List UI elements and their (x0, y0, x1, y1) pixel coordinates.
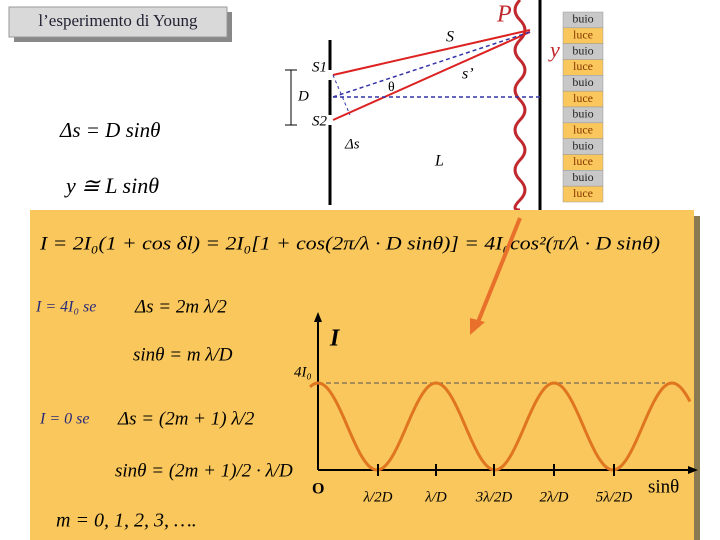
min-delta: Δs = (2m + 1) λ/2 (117, 408, 255, 429)
panel (30, 210, 694, 540)
label-s1: S1 (312, 59, 327, 75)
y-arrow (314, 312, 322, 322)
formula-path-difference: Δs = D sinθ (59, 118, 160, 142)
d-bracket (285, 69, 297, 126)
x-arrow (688, 466, 698, 474)
graph-origin: O (312, 481, 324, 498)
graph-max-label: 4I₀ (294, 364, 312, 380)
list-item: buio (572, 75, 593, 89)
formula-intensity: I = 2I₀(1 + cos δl) = 2I₀[1 + cos(2π/λ ·… (39, 233, 660, 254)
list-item: luce (573, 154, 593, 168)
ray-s (332, 29, 531, 76)
x-label: 3λ/2D (475, 489, 513, 505)
label-s-prime: s’ (462, 66, 474, 83)
arrowhead (470, 318, 485, 335)
arrow (476, 217, 522, 323)
list-item: luce (573, 123, 593, 137)
title: l’esperimento di Young (38, 11, 198, 30)
list-item: luce (573, 59, 593, 73)
graph-x-label: sinθ (648, 476, 679, 497)
path-diff-line (332, 74, 351, 116)
list-item: luce (573, 91, 593, 105)
label-y: y (548, 37, 560, 62)
x-label: 5λ/2D (596, 489, 633, 505)
list-item: buio (572, 138, 593, 152)
label-theta: θ (388, 80, 395, 95)
formula-position: y ≅ L sinθ (64, 173, 159, 198)
fringe-wave (513, 0, 527, 212)
x-labels: λ/2D λ/D 3λ/2D 2λ/D 5λ/2D (363, 464, 633, 505)
graph-y-label: I (329, 326, 341, 352)
max-condition: I = 4I₀ se (35, 299, 96, 316)
list-item: buio (572, 107, 593, 121)
label-s2: S2 (312, 113, 328, 129)
list-item: buio (572, 12, 593, 26)
label-l: L (434, 153, 444, 170)
list-cell (562, 185, 604, 203)
x-label: λ/D (424, 489, 447, 505)
center-line (332, 31, 531, 98)
max-sin: sinθ = m λ/D (133, 344, 233, 365)
list-item: luce (573, 186, 593, 200)
title-box (8, 6, 228, 38)
max-delta: Δs = 2m λ/2 (134, 296, 227, 317)
min-sin: sinθ = (2m + 1)/2 · λ/D (115, 460, 293, 481)
list-item: buio (572, 170, 593, 184)
label-delta-s: Δs (344, 136, 360, 152)
list-item: luce (573, 28, 593, 42)
label-p: P (496, 2, 512, 28)
side-list: buiolucebuiolucebuiolucebuiolucebuioluce… (562, 12, 604, 203)
min-condition: I = 0 se (39, 411, 89, 428)
x-label: 2λ/D (540, 489, 569, 505)
x-label: λ/2D (363, 489, 393, 505)
m-values: m = 0, 1, 2, 3, …. (56, 510, 197, 532)
list-item: buio (572, 43, 593, 57)
label-s: S (446, 29, 454, 46)
intensity-curve (309, 381, 692, 472)
label-d: D (297, 88, 309, 104)
ray-s-prime (332, 31, 531, 121)
